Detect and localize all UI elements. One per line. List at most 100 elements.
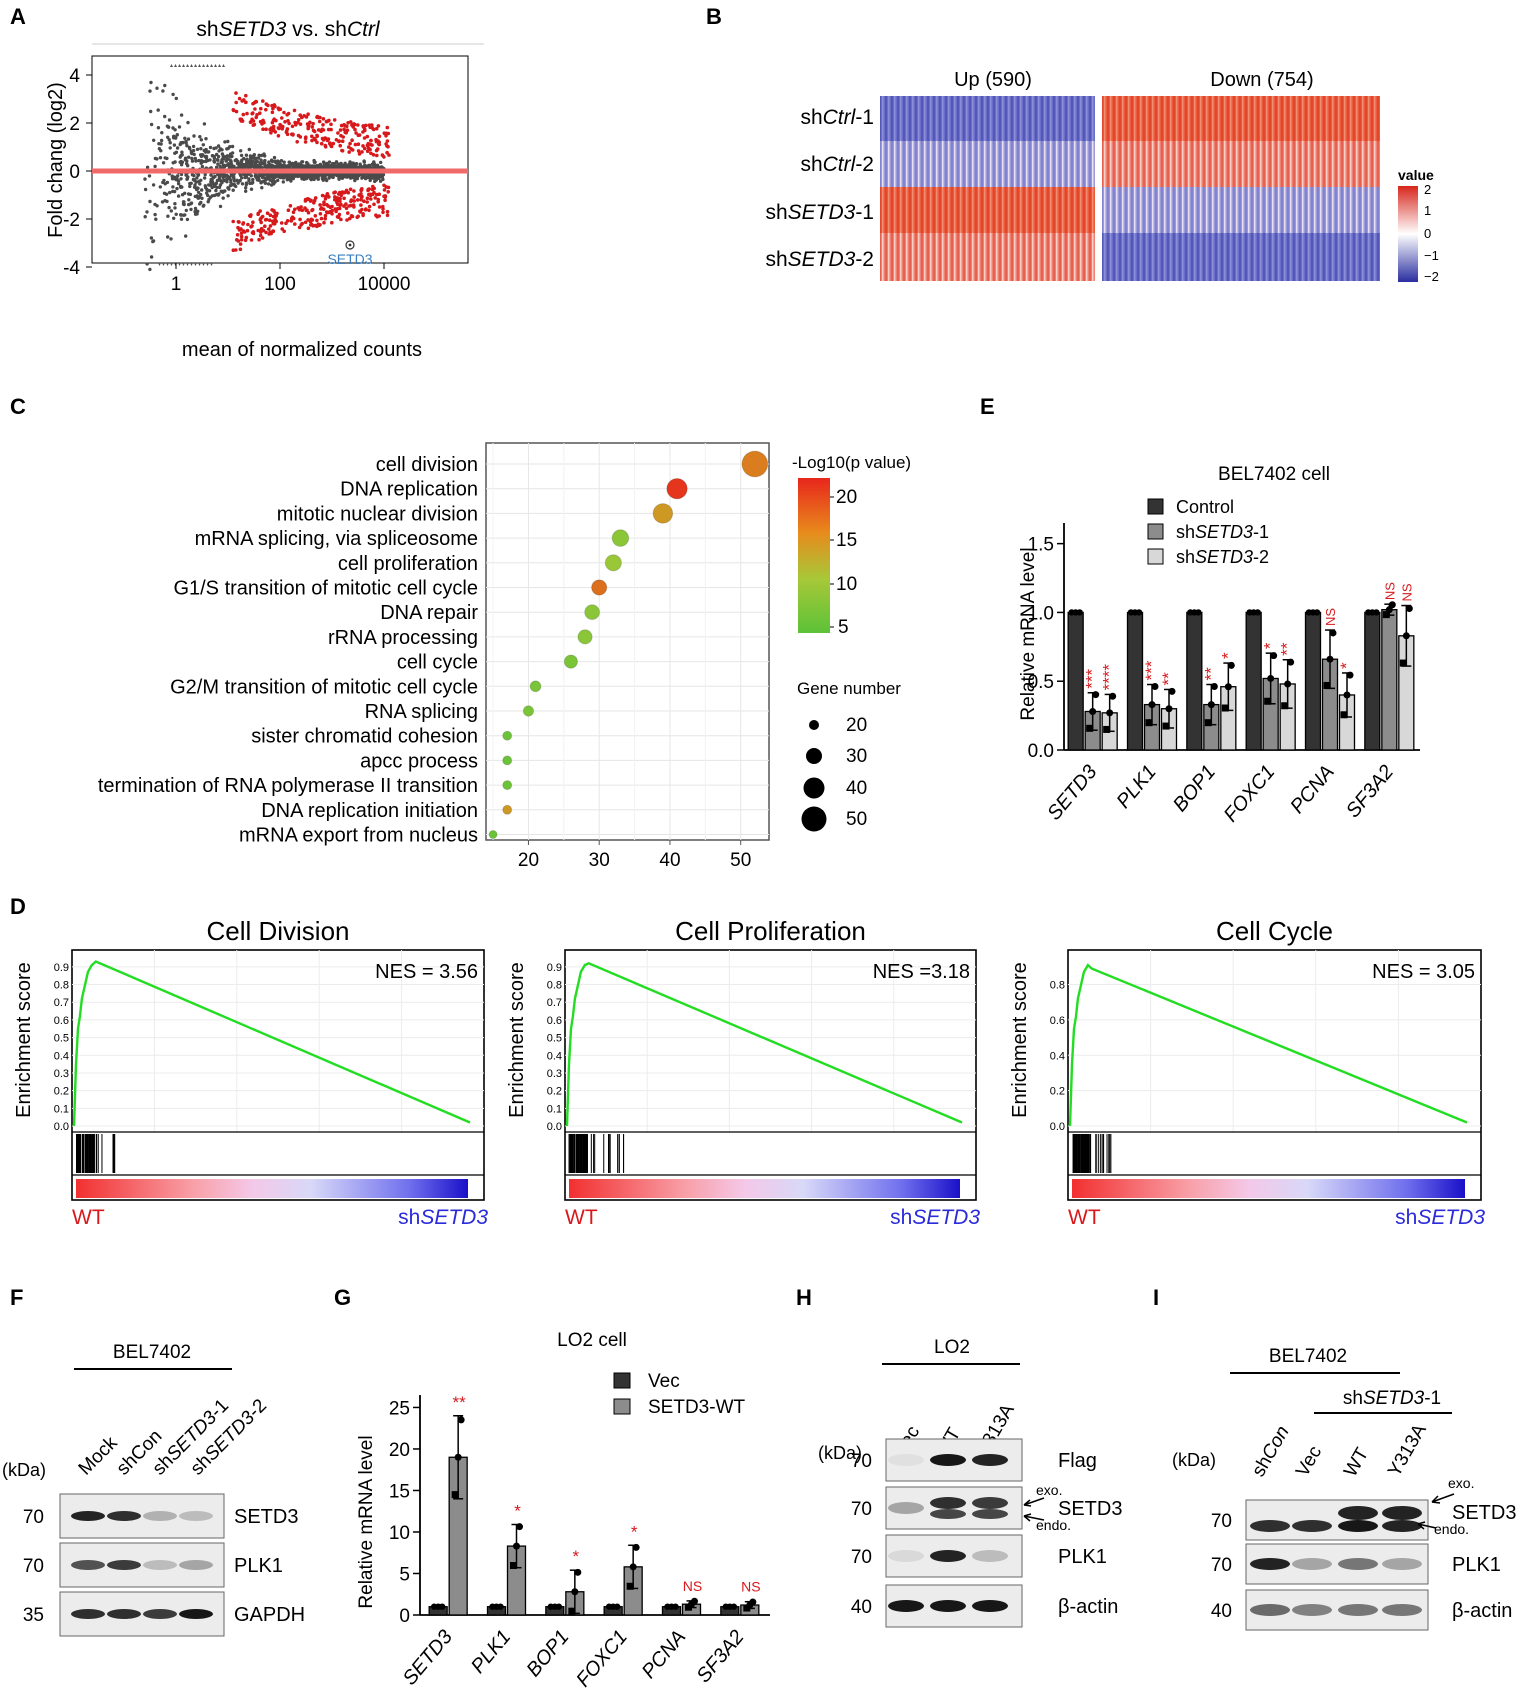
ma-point-grey bbox=[228, 145, 232, 149]
ma-point-red bbox=[320, 136, 325, 141]
ma-point-red bbox=[371, 127, 376, 132]
ma-point-grey bbox=[185, 162, 189, 166]
go-term-dot bbox=[502, 730, 513, 741]
data-point bbox=[1089, 707, 1097, 715]
ma-point-red bbox=[384, 131, 389, 136]
panel-f-lanes: Mock shCon shSETD3-1 shSETD3-2 bbox=[75, 1395, 271, 1479]
ma-point-red bbox=[306, 218, 310, 222]
data-point bbox=[513, 1542, 520, 1550]
ma-point-grey bbox=[195, 176, 199, 180]
ma-point-grey bbox=[353, 175, 357, 180]
ma-point-grey bbox=[143, 177, 147, 181]
ma-point-grey bbox=[250, 164, 254, 168]
ma-point-red bbox=[329, 143, 333, 148]
ma-point-red bbox=[329, 122, 333, 127]
ma-point-grey bbox=[239, 149, 243, 153]
svg-text:15: 15 bbox=[836, 530, 857, 551]
y-tick-label: 0.8 bbox=[54, 980, 69, 992]
y-tick-label: 25 bbox=[389, 1398, 410, 1419]
panel-e-legend: Control shSETD3-1 shSETD3-2 bbox=[1147, 497, 1269, 567]
gsea-plot: Cell Proliferation 0.9 0.8 0.7 0.6 0.5 0.4 0.3 0… bbox=[506, 916, 980, 1229]
ma-point-red bbox=[231, 248, 236, 252]
ma-point-grey bbox=[158, 185, 162, 189]
panel-e: E BEL7402 cell Control shSETD3-1 shSETD3… bbox=[980, 394, 1420, 826]
ma-point-red bbox=[310, 125, 315, 129]
ma-point-red bbox=[231, 108, 236, 113]
ma-point-grey bbox=[199, 147, 203, 151]
ma-point-red bbox=[291, 210, 296, 214]
ma-point-red bbox=[253, 107, 257, 111]
significance-mark: *** bbox=[1083, 669, 1102, 689]
ma-point-grey bbox=[226, 139, 230, 144]
ma-point-red bbox=[299, 205, 303, 209]
ma-point-grey bbox=[176, 179, 181, 183]
data-point bbox=[1106, 709, 1114, 717]
ma-point-red bbox=[312, 201, 316, 205]
ma-point-grey bbox=[325, 163, 329, 168]
ma-point-grey bbox=[306, 174, 311, 178]
ma-point-red bbox=[300, 208, 305, 213]
ma-point-red bbox=[343, 130, 348, 134]
ma-point-grey bbox=[251, 177, 255, 182]
nes-label: NES =3.18 bbox=[873, 961, 970, 983]
molecular-weight-marker: 70 bbox=[1211, 1555, 1232, 1576]
ma-point-grey bbox=[281, 180, 285, 184]
western-blot-strip bbox=[885, 1534, 1023, 1578]
ma-point-grey bbox=[289, 163, 293, 168]
setd3-highlight-point bbox=[345, 240, 355, 250]
go-term-dot bbox=[522, 705, 535, 717]
category-label: PCNA bbox=[638, 1626, 691, 1683]
ma-point-grey bbox=[201, 204, 205, 208]
ma-point-grey bbox=[247, 147, 251, 152]
data-point bbox=[1109, 692, 1117, 700]
panel-i: I BEL7402 shSETD3-1 (kDa) shCon Vec WT Y… bbox=[1153, 1285, 1516, 1631]
ma-point-red bbox=[385, 150, 389, 155]
panel-letter-b: B bbox=[706, 4, 722, 29]
ma-point-red bbox=[375, 147, 380, 151]
ma-point-grey bbox=[168, 146, 172, 150]
ma-point-red bbox=[261, 99, 265, 103]
ma-point-grey bbox=[145, 210, 149, 214]
ma-point-red bbox=[377, 134, 382, 139]
ma-point-grey bbox=[271, 164, 275, 168]
ma-point-grey bbox=[249, 187, 254, 191]
y-tick-label: -2 bbox=[63, 210, 80, 231]
ma-point-grey bbox=[166, 235, 170, 239]
ma-point-grey bbox=[378, 179, 383, 183]
ma-point-red bbox=[336, 131, 340, 135]
protein-band bbox=[143, 1511, 177, 1521]
ma-point-red bbox=[382, 188, 387, 192]
go-term-dot bbox=[502, 755, 513, 766]
ma-point-grey bbox=[247, 178, 251, 183]
ma-point-grey bbox=[229, 159, 233, 164]
ma-point-red bbox=[346, 211, 350, 215]
ma-point-red bbox=[336, 202, 340, 207]
ma-point-red bbox=[356, 142, 361, 146]
down-group-label: Down (754) bbox=[1210, 69, 1313, 91]
ma-point-red bbox=[348, 141, 352, 146]
ma-point-red bbox=[239, 227, 243, 231]
ma-point-grey bbox=[297, 163, 301, 168]
bar bbox=[1245, 611, 1262, 751]
ma-point-red bbox=[313, 196, 318, 200]
ma-point-grey bbox=[206, 193, 210, 198]
y-tick-label: 0.4 bbox=[547, 1050, 562, 1062]
ma-point-red bbox=[297, 207, 302, 212]
ma-point-red bbox=[311, 121, 315, 126]
molecular-weight-marker: 40 bbox=[1211, 1601, 1232, 1622]
ma-point-grey bbox=[341, 174, 346, 179]
data-point bbox=[1224, 683, 1232, 691]
heatmap-row-label: shCtrl-2 bbox=[800, 153, 874, 176]
data-point bbox=[1168, 687, 1176, 695]
data-point bbox=[1145, 719, 1153, 727]
data-point bbox=[632, 1543, 640, 1551]
ma-clipped-point bbox=[210, 64, 213, 67]
panel-e-y-label: Relative mRNA level bbox=[1018, 547, 1039, 720]
svg-text:−1: −1 bbox=[1424, 248, 1439, 263]
ma-point-grey bbox=[145, 262, 149, 266]
ma-point-red bbox=[239, 234, 244, 239]
ma-point-red bbox=[249, 238, 254, 242]
go-term-dot bbox=[577, 629, 593, 645]
ma-clipped-point bbox=[190, 263, 193, 266]
lane-label: shCon bbox=[1248, 1422, 1294, 1480]
